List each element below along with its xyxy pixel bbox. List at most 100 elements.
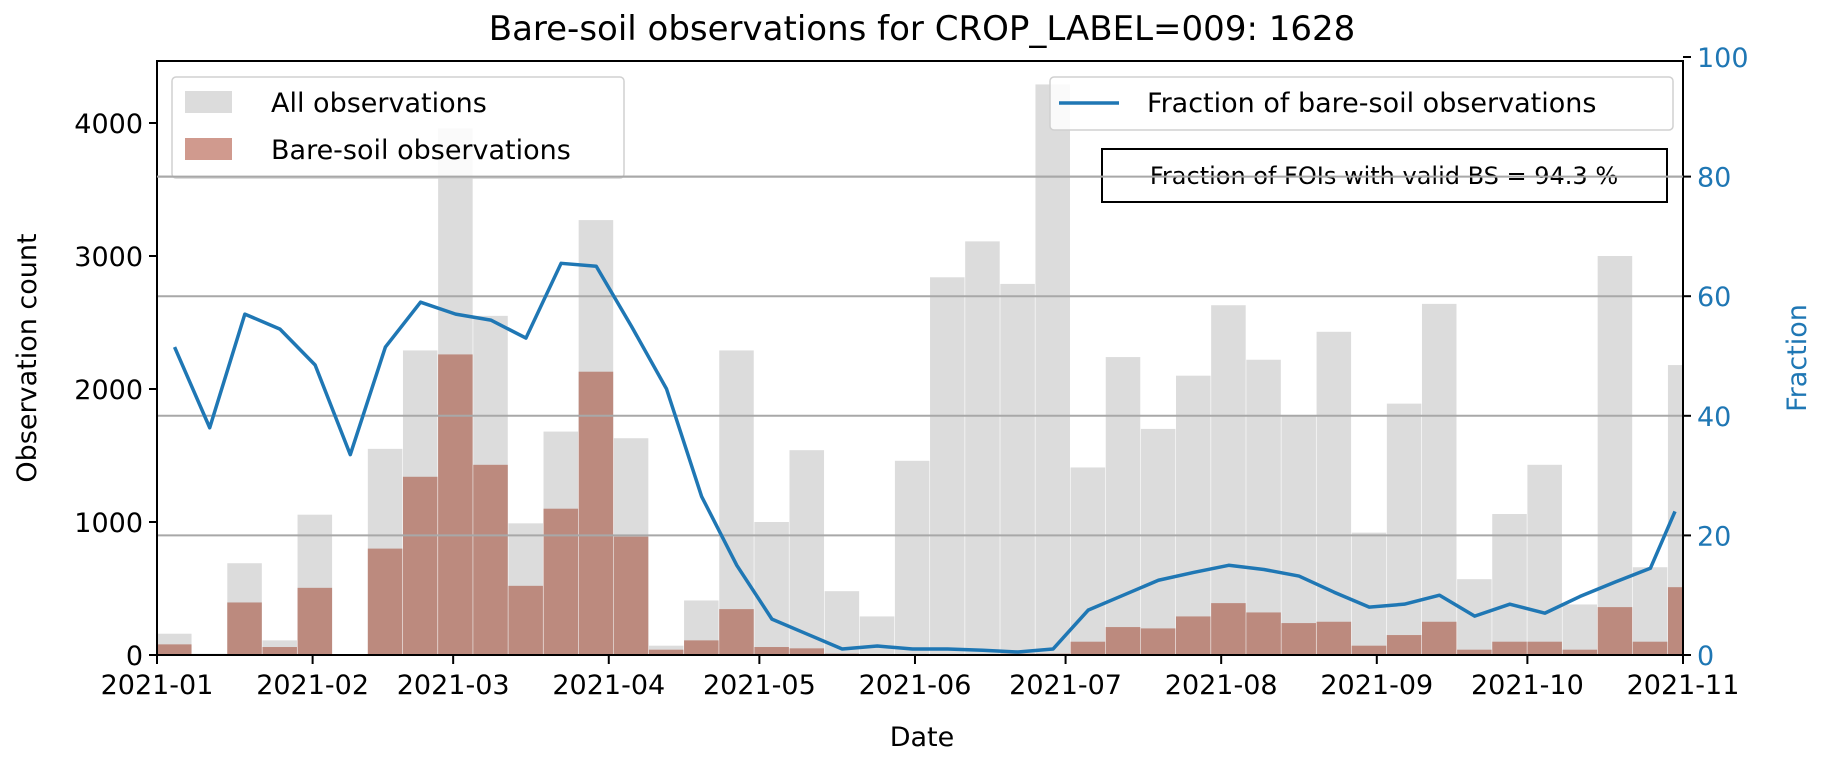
x-tick-label: 2021-02 [256,670,369,701]
x-tick-label: 2021-10 [1471,670,1584,701]
all-observations-bar [1035,84,1070,656]
all-observations-bar [1000,283,1035,655]
all-observations-bar [1667,365,1683,655]
y-axis-right: 0 20 40 60 80 100 [1683,43,1749,672]
y-axis-left: 0 1000 2000 3000 4000 [74,109,157,672]
fraction-line [172,261,1677,654]
all-observations-bar [859,616,895,655]
x-tick-label: 2021-04 [552,670,665,701]
bare-soil-bar [1457,649,1492,655]
all-observations-bar [894,460,930,655]
bare-soil-bars [157,354,1683,655]
bare-soil-bar [1492,641,1527,655]
bare-soil-bar [1421,621,1457,655]
x-axis-label: Date [890,722,955,753]
y-tick-label-left: 4000 [74,109,143,140]
bare-soil-bar [1351,645,1387,655]
x-tick-label: 2021-03 [397,670,510,701]
all-observations-bar [789,450,825,655]
y-tick-label-left: 1000 [74,508,143,539]
y-tick-label-right: 20 [1697,521,1731,552]
bare-soil-bar [1105,627,1141,655]
bare-soil-bar [1527,641,1562,655]
all-observations-bar [930,277,965,655]
x-tick-label: 2021-06 [859,670,972,701]
all-observations-bar [1316,331,1352,655]
legend-right-box [1049,76,1674,131]
bare-soil-bar [227,602,262,655]
legend-swatch-bare-soil [185,138,232,160]
y-tick-label-right: 100 [1697,43,1749,74]
all-observations-bar [1492,514,1527,655]
chart-title: Bare-soil observations for CROP_LABEL=00… [489,9,1356,49]
x-tick-label: 2021-05 [703,670,816,701]
y-tick-label-right: 0 [1697,641,1714,672]
bare-soil-bar [508,585,543,655]
bare-soil-bar [1070,641,1106,655]
legend-label-fraction: Fraction of bare-soil observations [1147,88,1596,119]
plot-frame [156,60,1684,656]
y-tick-label-left: 3000 [74,242,143,273]
all-observations-bar [754,522,789,655]
all-observations-bar [1140,428,1176,655]
bare-soil-bar [1316,621,1352,655]
y-tick-label-right: 80 [1697,163,1731,194]
bare-soil-bar [578,371,614,655]
legend-label-all: All observations [271,88,487,119]
legend-label-bare-soil: Bare-soil observations [271,135,571,166]
all-observations-bar [1105,357,1141,655]
all-observations-bar [719,350,754,655]
bare-soil-bar [438,354,473,655]
all-observations-bar [1386,403,1422,655]
all-observations-bar [1211,305,1246,655]
bare-soil-bar [1597,607,1633,655]
y-tick-label-right: 40 [1697,402,1731,433]
all-observations-bar [1527,464,1562,655]
all-observations-bar [965,241,1000,655]
bare-soil-bar [543,508,579,655]
y-axis-label-right: Fraction [1782,304,1813,412]
bare-soil-bar [262,647,297,655]
legend-right: Fraction of bare-soil observations [1049,76,1674,131]
bare-soil-bar [789,648,825,655]
x-tick-label: 2021-01 [101,670,214,701]
y-tick-label-left: 0 [126,641,143,672]
bare-soil-bar [1632,641,1668,655]
x-tick-label: 2021-09 [1320,670,1433,701]
x-tick-label: 2021-11 [1627,670,1740,701]
annotation: Fraction of FOIs with valid BS = 94.3 % [1101,148,1668,203]
all-observations-bar [1632,567,1668,655]
x-axis: 2021-01 2021-02 2021-03 2021-04 2021-05 2021-… [101,655,1740,701]
x-tick-label: 2021-07 [1009,670,1122,701]
bare-soil-bar [1246,612,1281,655]
x-tick-label: 2021-08 [1165,670,1278,701]
annotation-box [1101,148,1668,203]
legend-swatch-all [185,91,232,113]
bare-soil-bar [719,609,754,655]
y-axis-label-left: Observation count [12,233,43,482]
bare-soil-bar [473,464,508,655]
bare-soil-bar [1176,616,1211,655]
bare-soil-bar [684,640,719,655]
all-observations-bar [1246,359,1281,655]
bare-soil-bar [648,649,684,655]
bare-soil-bar [1386,635,1422,655]
bare-soil-bar [157,644,192,655]
bare-soil-bar [1667,587,1683,655]
all-observations-bar [1070,467,1106,655]
all-observations-bar [1176,375,1211,655]
legend-left-box [171,76,625,179]
bare-soil-bar [367,548,403,655]
bare-soil-bar [1140,628,1176,655]
all-observations-bar [1351,532,1387,655]
bare-soil-bar [1281,623,1316,655]
bare-soil-bar [613,536,649,655]
bare-soil-bar [1211,603,1246,655]
y-tick-label-left: 2000 [74,375,143,406]
bare-soil-bar [402,476,438,655]
y-tick-label-right: 60 [1697,282,1731,313]
all-observations-bar [1597,256,1633,655]
legend-left: All observations Bare-soil observations [171,76,625,179]
bare-soil-bar [297,587,333,655]
